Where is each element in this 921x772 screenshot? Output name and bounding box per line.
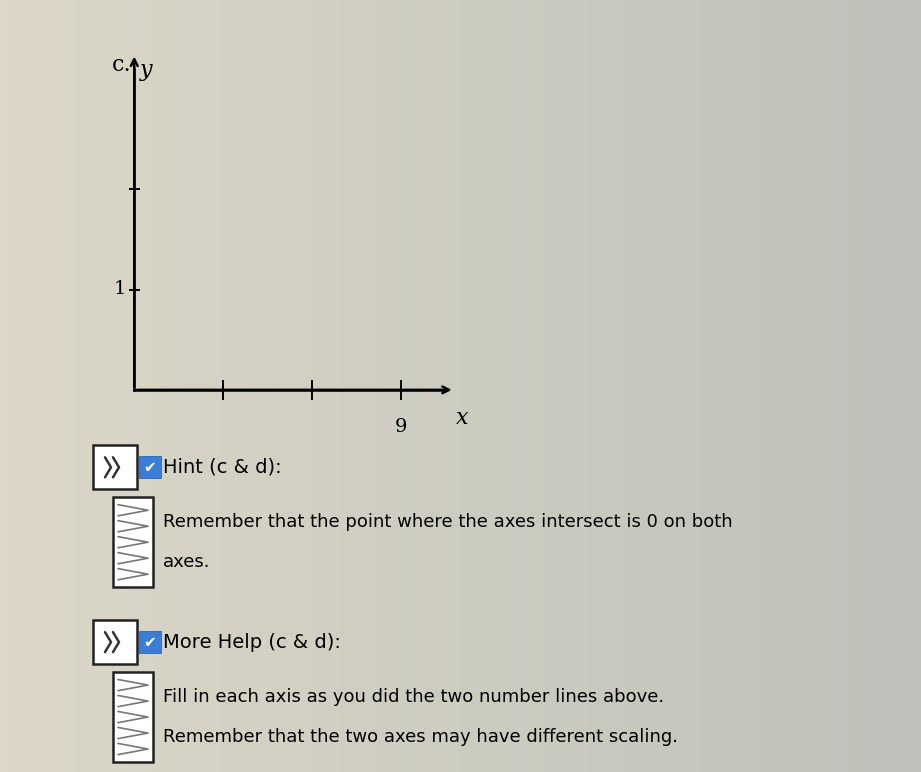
Text: 9: 9 [395,418,407,436]
Text: Remember that the point where the axes intersect is 0 on both: Remember that the point where the axes i… [163,513,732,531]
Bar [113,672,153,762]
Bar [113,497,153,587]
Text: More Help (c & d):: More Help (c & d): [163,632,341,652]
Text: ✔: ✔ [144,635,157,649]
Text: c.: c. [112,54,132,76]
Text: axes.: axes. [163,554,211,571]
Text: x: x [456,407,469,429]
Text: Remember that the two axes may have different scaling.: Remember that the two axes may have diff… [163,728,678,746]
Bar [139,631,161,653]
Text: y: y [140,59,153,80]
Text: Fill in each axis as you did the two number lines above.: Fill in each axis as you did the two num… [163,688,664,706]
Text: ✔: ✔ [144,460,157,475]
Bar [93,620,137,664]
Text: Hint (c & d):: Hint (c & d): [163,458,282,477]
Bar [139,456,161,479]
Text: 1: 1 [113,280,126,299]
Bar [93,445,137,489]
